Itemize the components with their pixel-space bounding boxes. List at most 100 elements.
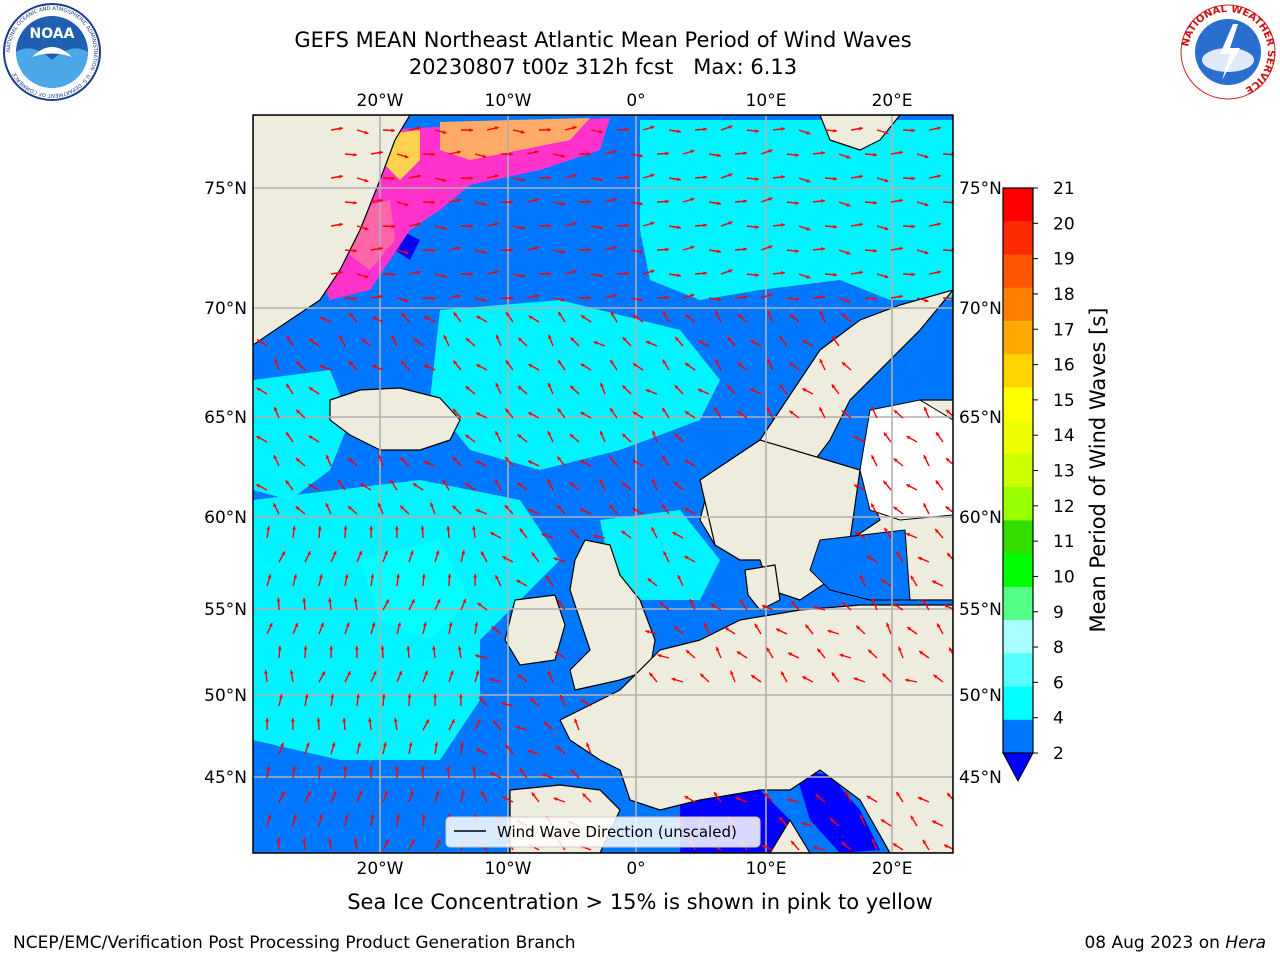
wind-wave-arrowhead: [735, 797, 740, 801]
wind-wave-arrowhead: [684, 556, 689, 560]
colorbar-tick-label: 9: [1053, 603, 1064, 623]
wind-wave-arrowhead: [886, 622, 890, 627]
lat-label-right: 60°N: [959, 508, 1002, 528]
wind-wave-arrowhead: [381, 694, 386, 698]
wind-wave-arrowhead: [277, 646, 282, 650]
wind-wave-arrowhead: [273, 406, 278, 411]
wind-wave-arrowhead: [859, 270, 863, 275]
wind-wave-arrowhead: [475, 654, 480, 658]
wind-wave-arrowhead: [689, 599, 694, 604]
wind-wave-arrowhead: [518, 337, 523, 342]
wind-wave-arrowhead: [353, 598, 358, 602]
wind-wave-arrowhead: [884, 178, 889, 183]
wind-wave-arrowhead: [766, 647, 771, 652]
wind-wave-arrowhead: [947, 792, 951, 797]
wind-wave-arrowhead: [286, 432, 290, 437]
wind-wave-arrowhead: [574, 718, 578, 723]
wind-wave-arrowhead: [598, 177, 603, 182]
wind-wave-arrowhead: [520, 226, 525, 230]
wind-wave-arrowhead: [431, 200, 435, 205]
colorbar: 21 20 19 18 17 16 15 14 13 12 11 10 9 8 6 4 2: [1002, 179, 1075, 783]
wind-wave-arrowhead: [868, 649, 873, 654]
wind-wave-arrowhead: [587, 199, 591, 204]
wind-wave-arrowhead: [598, 129, 603, 134]
wind-wave-arrowhead: [494, 270, 499, 274]
wind-wave-arrowhead: [805, 624, 810, 629]
wind-wave-arrowhead: [353, 838, 358, 842]
wind-wave-arrowhead: [674, 481, 679, 486]
wind-wave-arrowhead: [559, 694, 564, 699]
colorbar-band: [1003, 520, 1033, 555]
wind-wave-arrowhead: [453, 408, 457, 413]
wind-wave-arrowhead: [509, 200, 513, 205]
wind-wave-arrowhead: [421, 574, 426, 578]
colorbar-tick-label: 21: [1053, 179, 1075, 199]
wind-wave-arrowhead: [494, 174, 499, 178]
wind-wave-arrowhead: [380, 646, 385, 650]
wind-wave-arrowhead: [267, 814, 272, 819]
wind-wave-arrowhead: [541, 533, 546, 538]
wind-wave-arrowhead: [622, 337, 627, 342]
wind-wave-arrowhead: [740, 599, 744, 604]
wind-wave-arrowhead: [570, 769, 575, 774]
wind-wave-arrowhead: [846, 154, 851, 159]
colorbar-band: [1003, 653, 1033, 688]
wind-wave-arrowhead: [813, 845, 818, 850]
wind-wave-arrowhead: [462, 598, 467, 603]
wind-wave-arrowhead: [899, 150, 903, 155]
wind-wave-arrowhead: [456, 246, 461, 251]
wind-wave-arrowhead: [936, 432, 940, 437]
wind-wave-arrowhead: [456, 294, 461, 299]
wind-wave-arrowhead: [295, 506, 300, 511]
wind-wave-arrowhead: [645, 340, 650, 345]
wind-wave-arrowhead: [320, 622, 324, 627]
wind-wave-arrowhead: [684, 508, 689, 512]
wind-wave-arrowhead: [690, 149, 695, 154]
wind-wave-arrowhead: [586, 742, 590, 747]
wind-wave-arrowhead: [717, 297, 721, 302]
noaa-logo: NOAA NATIONAL OCEANIC AND ATMOSPHERIC AD…: [3, 3, 101, 101]
colorbar-band: [1003, 188, 1033, 222]
wind-wave-arrowhead: [866, 795, 871, 800]
wind-wave-arrowhead: [632, 460, 637, 464]
wind-wave-arrowhead: [932, 580, 937, 585]
wind-wave-arrowhead: [871, 455, 875, 460]
wind-wave-arrowhead: [482, 298, 487, 303]
wind-wave-arrowhead: [404, 202, 409, 207]
wind-wave-arrowhead: [558, 360, 562, 365]
wind-wave-arrowhead: [821, 247, 825, 251]
wind-wave-arrowhead: [286, 383, 290, 388]
wind-wave-arrowhead: [372, 316, 377, 321]
wind-wave-arrowhead: [768, 245, 773, 250]
wind-wave-arrowhead: [319, 316, 324, 321]
wind-wave-arrowhead: [743, 199, 747, 204]
colorbar-tick-label: 2: [1053, 744, 1064, 764]
ocean-period-4-6-patch: [640, 120, 953, 300]
wind-wave-arrowhead: [662, 456, 666, 461]
wind-wave-arrowhead: [431, 296, 435, 301]
wind-wave-arrowhead: [841, 842, 846, 846]
wind-wave-arrowhead: [416, 126, 421, 131]
wind-wave-arrowhead: [398, 670, 403, 675]
wind-wave-arrowhead: [610, 408, 614, 413]
wind-wave-arrowhead: [296, 361, 301, 366]
wind-wave-arrowhead: [309, 339, 314, 343]
wind-wave-arrowhead: [945, 506, 950, 511]
wind-wave-arrowhead: [371, 364, 376, 369]
wind-wave-arrowhead: [922, 839, 927, 844]
wind-wave-arrowhead: [307, 551, 311, 556]
wind-wave-arrowhead: [569, 434, 574, 438]
wind-wave-arrowhead: [841, 362, 846, 366]
wind-wave-arrowhead: [703, 127, 707, 132]
colorbar-tick-label: 10: [1053, 567, 1075, 587]
wind-wave-arrowhead: [657, 653, 662, 658]
wind-wave-arrowhead: [364, 178, 369, 183]
wind-wave-arrowhead: [325, 503, 330, 508]
lon-label-top: 10°W: [485, 91, 532, 111]
wind-wave-arrowhead: [580, 412, 585, 416]
wind-wave-arrowhead: [342, 718, 347, 722]
colorbar-band: [1003, 686, 1033, 721]
wind-wave-arrowhead: [632, 363, 637, 367]
wind-wave-arrowhead: [880, 579, 885, 583]
wind-wave-arrowhead: [652, 430, 656, 435]
